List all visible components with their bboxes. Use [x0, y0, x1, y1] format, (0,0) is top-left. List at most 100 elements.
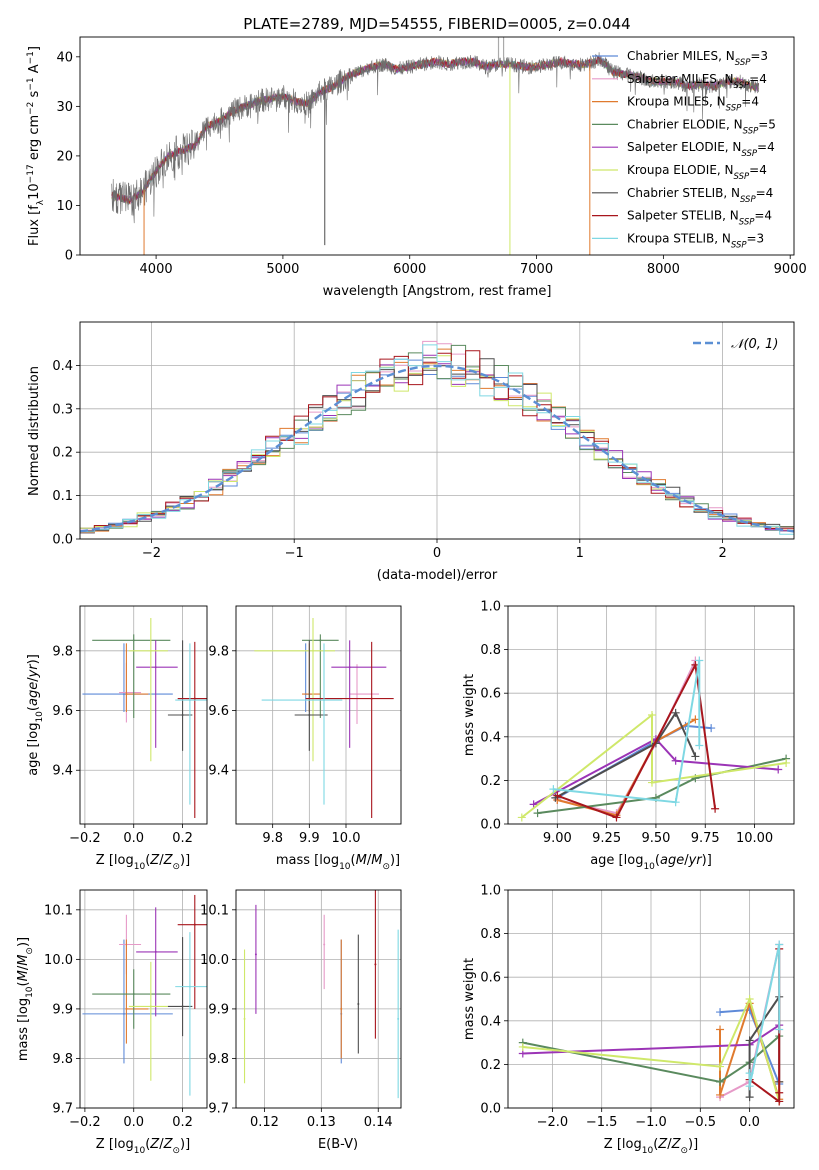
label-part: A	[27, 64, 42, 77]
label-part: ⊙	[25, 947, 35, 955]
data-point	[370, 697, 373, 700]
mass-weight-marker	[691, 752, 700, 761]
axes-mass-weight-vs-age: 9.00 9.25 9.50 9.75 10.00 0.0 0.2 0.4 0.6 0.8 1.0	[480, 600, 795, 846]
data-point	[132, 993, 135, 996]
y-tick-label: 0.2	[480, 1058, 501, 1073]
label-part: /	[684, 853, 689, 868]
y-tick-label: 0.8	[480, 927, 501, 942]
x-tick-label: 0	[433, 546, 441, 561]
label-part: (	[26, 706, 41, 711]
mass-weight-marker	[647, 778, 656, 787]
mass-weight-marker	[716, 1090, 725, 1099]
mass-weight-marker	[745, 1069, 754, 1078]
axes-mass-vs-Z: −0.2 0.0 0.2 9.7 9.8 9.9 10.0 10.1	[44, 889, 208, 1130]
x-tick-label: −2	[142, 546, 161, 561]
x-tick-label: 9000	[774, 262, 807, 277]
axes-frame	[507, 605, 795, 825]
y-tick-label: 30	[56, 100, 73, 115]
label-part: Z [	[96, 853, 114, 868]
label-part: Z	[149, 853, 160, 868]
x-tick-label: −1.5	[586, 1115, 618, 1130]
label-part: )]	[688, 1137, 698, 1152]
plot-area	[82, 894, 207, 1096]
label-part: age	[660, 853, 684, 868]
mass-weight-line	[553, 660, 701, 804]
legend-value: =3	[750, 49, 768, 63]
mass-weight-marker	[647, 711, 656, 719]
legend-value: =3	[747, 231, 765, 245]
x-tick-label: 0.0	[739, 1115, 760, 1130]
y-tick-label: 10.1	[200, 903, 229, 918]
y-tick-label: 0.4	[480, 1014, 501, 1029]
chart-title: PLATE=2789, MJD=54555, FIBERID=0005, z=0…	[243, 15, 630, 33]
x-tick-label: 10.0	[332, 831, 361, 846]
label-part: ]	[27, 46, 42, 51]
x-tick-label: 1	[576, 546, 584, 561]
y-tick-label: 0	[65, 249, 73, 264]
y-axis-label: Flux [fλ10−17 erg cm−2 s−1 A−1]	[26, 46, 46, 246]
x-tick-label: 0.0	[123, 831, 144, 846]
data-point	[312, 649, 314, 652]
y-tick-label: 0.4	[52, 359, 73, 374]
legend-sub: SSP	[743, 126, 759, 136]
y-tick-label: 10.1	[44, 903, 73, 918]
x-tick-label: 8000	[647, 262, 680, 277]
label-part: /	[16, 965, 31, 970]
data-point	[188, 985, 191, 988]
legend-value: =4	[741, 95, 759, 109]
y-tick-label: 0.4	[480, 730, 501, 745]
x-tick-label: 0.2	[172, 831, 193, 846]
x-tick-label: −0.5	[685, 1115, 717, 1130]
legend-label: Chabrier MILES, N	[627, 49, 735, 63]
y-tick-label: 40	[56, 50, 73, 65]
legend-label: Kroupa MILES, N	[627, 95, 726, 109]
mass-weight-marker	[695, 656, 704, 665]
data-point	[308, 714, 311, 716]
legend-value: =4	[756, 186, 774, 200]
plot-area	[243, 890, 400, 1099]
label-part: 10	[134, 862, 146, 872]
x-tick-label: −1	[285, 546, 304, 561]
legend-entry: Chabrier ELODIE, NSSP=5	[627, 117, 776, 136]
mass-weight-marker	[774, 765, 783, 774]
data-point	[348, 666, 351, 669]
x-tick-label: 2	[718, 546, 726, 561]
data-point	[132, 639, 135, 642]
label-part: ⊙	[172, 1146, 180, 1156]
legend-label: Chabrier STELIB, N	[627, 186, 740, 200]
axes-residuals: −2 −1 0 1 2 0.0 0.1 0.2 0.3 0.4	[52, 321, 795, 561]
x-axis-label: Z [log10(Z/Z⊙)]	[604, 1137, 698, 1156]
label-part: )]	[180, 853, 190, 868]
mass-weight-marker	[517, 813, 526, 822]
data-point	[374, 963, 377, 966]
legend-value: =4	[749, 163, 767, 177]
mass-weight-line	[554, 710, 697, 799]
x-tick-label: 0.2	[172, 1115, 193, 1130]
x-tick-label: 9.75	[691, 831, 720, 846]
mass-weight-line	[537, 757, 787, 815]
plot-area	[80, 340, 794, 535]
y-tick-label: 10.0	[200, 953, 229, 968]
label-part: M	[371, 853, 382, 868]
label-part: (	[655, 853, 660, 868]
axes-frame	[235, 605, 402, 825]
y-tick-label: 0.6	[480, 971, 501, 986]
legend-value: =4	[749, 72, 767, 86]
mass-weight-marker	[775, 1097, 784, 1106]
axes-frame	[79, 605, 208, 825]
y-tick-label: 9.8	[208, 1052, 229, 1067]
mass-weight-marker	[671, 798, 680, 807]
label-part: age [	[590, 853, 623, 868]
mass-weight-line	[749, 948, 781, 1104]
label-part: )]	[390, 853, 400, 868]
y-tick-label: 9.7	[52, 1102, 73, 1117]
x-tick-label: 9.9	[299, 831, 320, 846]
axes-frame	[79, 36, 795, 256]
plot-area	[518, 940, 784, 1106]
label-part: /	[667, 1137, 672, 1152]
label-part: M	[16, 955, 31, 966]
mass-weight-line	[522, 996, 781, 1102]
y-tick-label: 9.4	[52, 764, 73, 779]
